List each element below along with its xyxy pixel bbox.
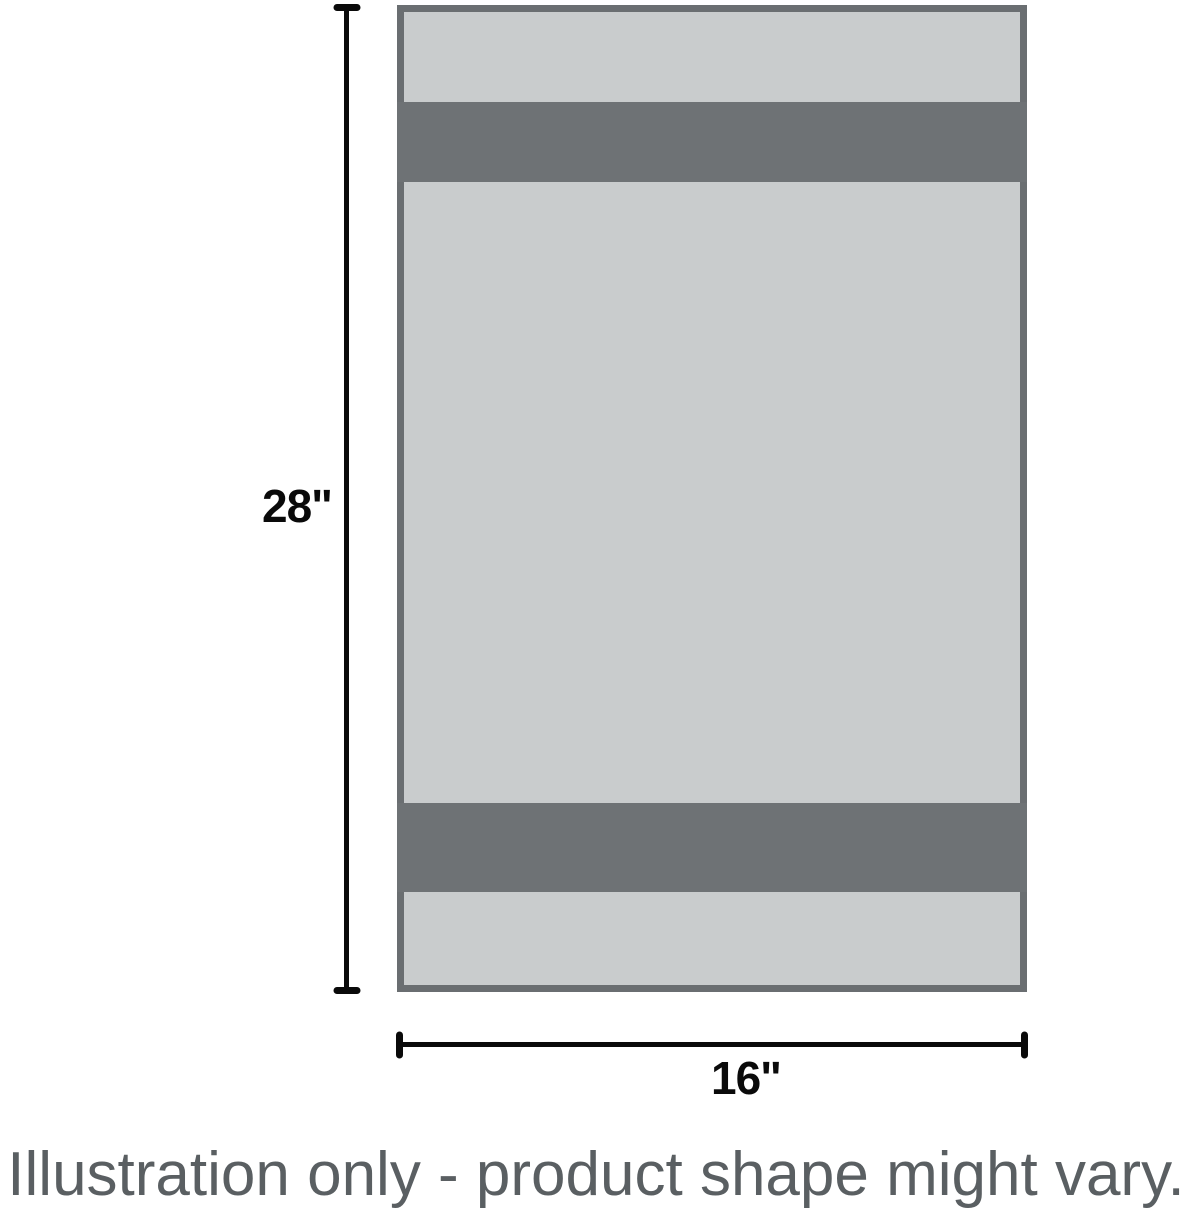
disclaimer-caption: Illustration only - product shape might … (7, 1140, 1185, 1209)
width-line-right-cap (1021, 1031, 1028, 1058)
width-dimension-label: 16" (711, 1052, 782, 1104)
product-bottom-stripe (397, 803, 1027, 892)
height-dimension-label: 28" (262, 480, 333, 532)
width-line-left-cap (396, 1031, 403, 1058)
width-dimension-line (396, 1031, 1028, 1058)
product-outline (397, 5, 1027, 992)
height-line-bottom-cap (333, 987, 360, 994)
height-dimension-line (333, 4, 360, 994)
height-line-top-cap (333, 4, 360, 11)
product-top-stripe (397, 102, 1027, 182)
